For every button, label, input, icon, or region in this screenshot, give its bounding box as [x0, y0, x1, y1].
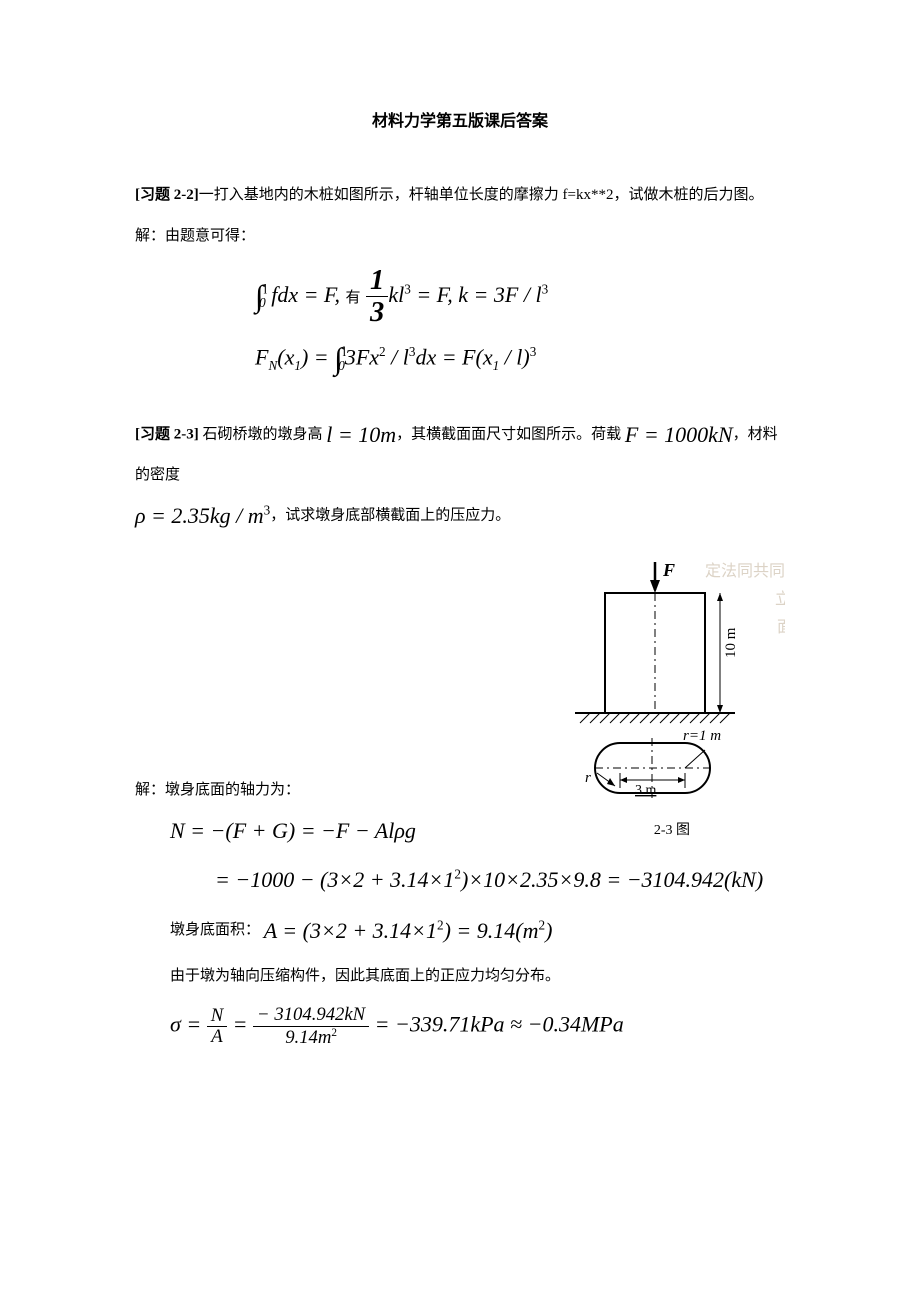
numerator: − 3104.942kN	[253, 1005, 369, 1027]
r-arrow	[607, 778, 615, 786]
sup: 3	[530, 344, 537, 359]
area-line: 墩身底面积： A = (3×2 + 3.14×12) = 9.14(m2)	[170, 914, 785, 947]
sup: 2	[454, 866, 461, 881]
denominator: 9.14m2	[253, 1027, 369, 1049]
eq-text: ) = 9.14(m	[444, 918, 539, 943]
sigma-left: σ =	[170, 1012, 207, 1037]
eq-text: = −1000 − (3×2 + 3.14×1	[215, 867, 454, 892]
expr-l: l = 10m	[326, 422, 396, 447]
ground-hatch	[580, 713, 730, 723]
area-label: 墩身底面积：	[170, 922, 260, 938]
prob-text: ，其横截面面尺寸如图所示。荷载	[396, 426, 621, 442]
figure-solution-row: 解：墩身底面的轴力为： 定法同共同 立 面 F	[135, 558, 785, 808]
den-text: 9.14m	[285, 1027, 331, 1048]
r-left-label: r	[585, 770, 591, 786]
ghost-text: 面	[777, 619, 785, 636]
dim-arrow	[717, 593, 723, 601]
sub: N	[268, 358, 277, 373]
sup: 2	[379, 344, 386, 359]
eq-text: )×10×2.35×9.8 = −3104.942(kN)	[461, 867, 763, 892]
width-arrow	[678, 777, 685, 783]
int-lower: 0	[259, 295, 266, 310]
eq-text: / l)	[499, 344, 530, 369]
equation-block-2-2: ∫l0 fdx = F, 有 13kl3 = F, k = 3F / l3 FN…	[135, 265, 785, 391]
eq-text: )	[545, 918, 552, 943]
width-label: 3 m	[635, 783, 657, 798]
ghost-text: 立	[775, 590, 785, 608]
eq-text: A = (3×2 + 3.14×1	[264, 918, 437, 943]
fraction: 13	[366, 265, 388, 329]
expr-rho: ρ = 2.35kg / m3	[135, 503, 270, 528]
solution-intro-2-2: 解：由题意可得：	[135, 225, 785, 248]
eq-text: fdx = F,	[271, 282, 345, 307]
problem-label: [习题 2-3]	[135, 426, 199, 442]
sub: 1	[294, 358, 301, 373]
eq-cn: 有	[346, 290, 361, 306]
numerator: N	[207, 1006, 227, 1028]
equation-N2: = −1000 − (3×2 + 3.14×12)×10×2.35×9.8 = …	[215, 863, 785, 896]
solution-intro-2-3: 解：墩身底面的轴力为：	[135, 779, 300, 808]
figure-2-3: 定法同共同 立 面 F	[535, 558, 785, 808]
eq-text: kl	[388, 282, 404, 307]
sup: 2	[331, 1027, 337, 1039]
int-lower: 0	[338, 358, 345, 373]
eq-text: = F, k = 3F / l	[411, 282, 542, 307]
expr-F: F = 1000kN	[625, 422, 733, 447]
radius-label: r=1 m	[683, 728, 721, 744]
ghost-text: 定法同共同	[705, 562, 785, 580]
uniform-stress-text: 由于墩为轴向压缩构件，因此其底面上的正应力均匀分布。	[170, 965, 785, 988]
problem-2-3-statement: [习题 2-3] 石砌桥墩的墩身高 l = 10m，其横截面面尺寸如图所示。荷载…	[135, 411, 785, 541]
eq-sign: =	[227, 1012, 253, 1037]
sup: 2	[437, 917, 444, 932]
dim-arrow	[717, 705, 723, 713]
pier-diagram: 定法同共同 立 面 F	[535, 558, 785, 800]
sup: 3	[542, 282, 549, 297]
area-expr: A = (3×2 + 3.14×12) = 9.14(m2)	[264, 918, 553, 943]
eq-text: dx = F(x	[415, 344, 492, 369]
fraction-value: − 3104.942kN9.14m2	[253, 1005, 369, 1048]
sup: 3	[404, 282, 411, 297]
denominator: A	[207, 1027, 227, 1048]
prob-text: ，试求墩身底部横截面上的压应力。	[270, 508, 510, 524]
width-arrow	[620, 777, 627, 783]
equation-sigma: σ = NA = − 3104.942kN9.14m2 = −339.71kPa…	[170, 1005, 785, 1048]
equation-2: FN(x1) = ∫l03Fx2 / l3dx = F(x1 / l)3	[255, 329, 785, 391]
force-arrowhead	[650, 580, 660, 593]
eq-text: F	[255, 344, 268, 369]
sigma-result: = −339.71kPa ≈ −0.34MPa	[369, 1012, 624, 1037]
equation-N: N = −(F + G) = −F − Alρg	[170, 814, 416, 847]
page-title: 材料力学第五版课后答案	[135, 110, 785, 134]
problem-2-2-statement: [习题 2-2]一打入基地内的木桩如图所示，杆轴单位长度的摩擦力 f=kx**2…	[135, 184, 785, 207]
fraction-NA: NA	[207, 1006, 227, 1048]
eq-text: (x	[277, 344, 294, 369]
problem-text: 一打入基地内的木桩如图所示，杆轴单位长度的摩擦力 f=kx**2，试做木桩的后力…	[199, 187, 764, 203]
eq-text: / l	[386, 344, 409, 369]
eq-N-row: N = −(F + G) = −F − Alρg 2-3 图	[135, 814, 785, 847]
eq-text: 3Fx	[345, 344, 379, 369]
eq-text: ) =	[301, 344, 334, 369]
height-label: 10 m	[723, 628, 739, 659]
denominator: 3	[366, 297, 388, 328]
prob-text: 石砌桥墩的墩身高	[199, 426, 323, 442]
rho-text: ρ = 2.35kg / m	[135, 503, 264, 528]
figure-caption: 2-3 图	[654, 820, 690, 841]
equation-1: ∫l0 fdx = F, 有 13kl3 = F, k = 3F / l3	[255, 265, 785, 329]
problem-label: [习题 2-2]	[135, 187, 199, 203]
radius-line	[685, 750, 705, 768]
force-label: F	[662, 560, 675, 580]
numerator: 1	[366, 265, 388, 297]
